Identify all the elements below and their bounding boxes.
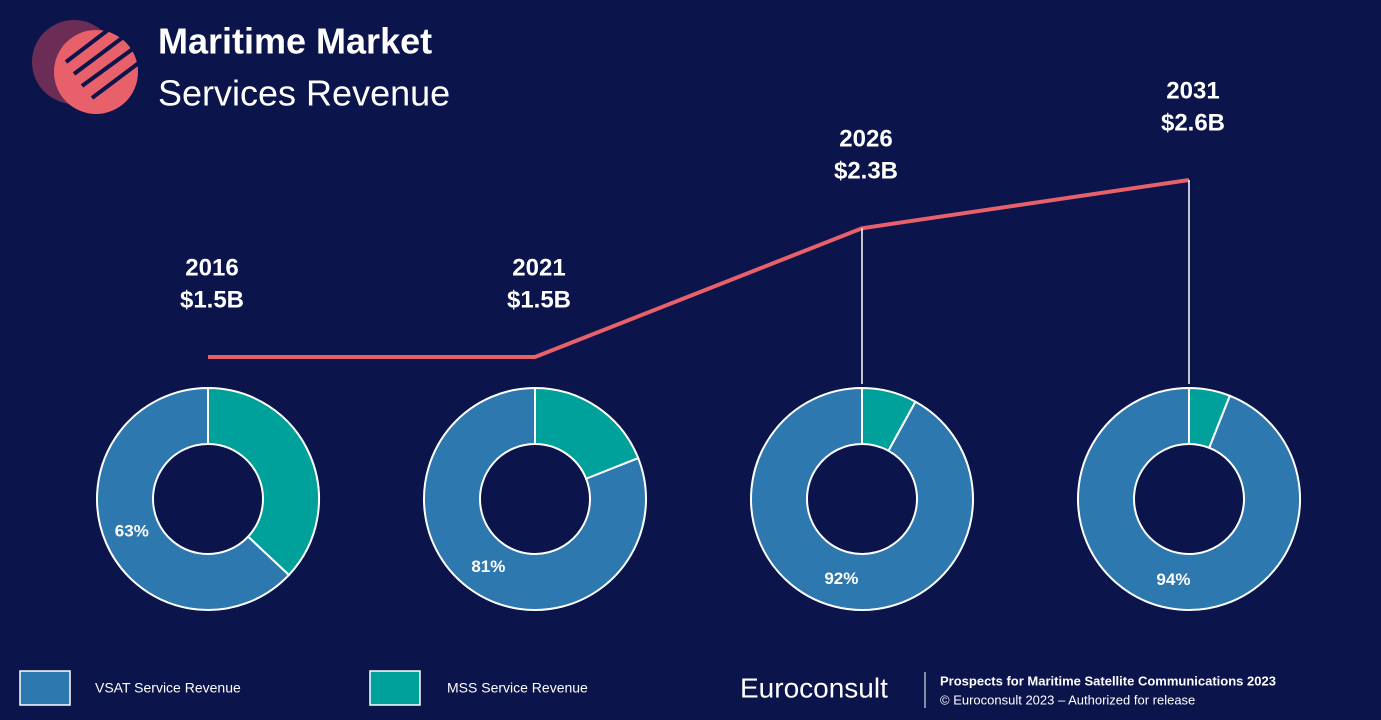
legend-label: MSS Service Revenue bbox=[447, 680, 588, 696]
year-label: 2026 bbox=[839, 126, 892, 153]
mss-slice bbox=[207, 386, 320, 577]
revenue-label: $2.6B bbox=[1161, 109, 1225, 136]
legend-label: VSAT Service Revenue bbox=[95, 680, 241, 696]
revenue-label: $1.5B bbox=[180, 286, 244, 313]
year-label: 2021 bbox=[512, 254, 565, 281]
mss-slice bbox=[534, 386, 640, 481]
legend-swatch bbox=[19, 670, 71, 706]
vsat-slice bbox=[423, 386, 647, 611]
vsat-slice bbox=[1076, 386, 1301, 611]
brand-logo: Euroconsult bbox=[740, 672, 888, 703]
report-title: Prospects for Maritime Satellite Communi… bbox=[940, 673, 1276, 688]
revenue-label: $1.5B bbox=[507, 286, 571, 313]
vsat-share-label: 63% bbox=[115, 521, 149, 540]
rights: © Euroconsult 2023 – Authorized for rele… bbox=[940, 692, 1195, 707]
year-label: 2031 bbox=[1166, 77, 1219, 104]
vsat-slice bbox=[96, 386, 291, 611]
legend-swatch bbox=[369, 670, 421, 706]
revenue-label: $2.3B bbox=[834, 158, 898, 185]
vsat-share-label: 92% bbox=[824, 569, 858, 588]
logo-mark bbox=[32, 20, 142, 114]
title: Maritime Market bbox=[158, 21, 432, 62]
subtitle: Services Revenue bbox=[158, 73, 450, 114]
year-label: 2016 bbox=[185, 254, 238, 281]
revenue-line bbox=[208, 178, 1190, 359]
vsat-share-label: 81% bbox=[471, 557, 505, 576]
vsat-share-label: 94% bbox=[1156, 570, 1190, 589]
vsat-slice bbox=[750, 386, 974, 611]
